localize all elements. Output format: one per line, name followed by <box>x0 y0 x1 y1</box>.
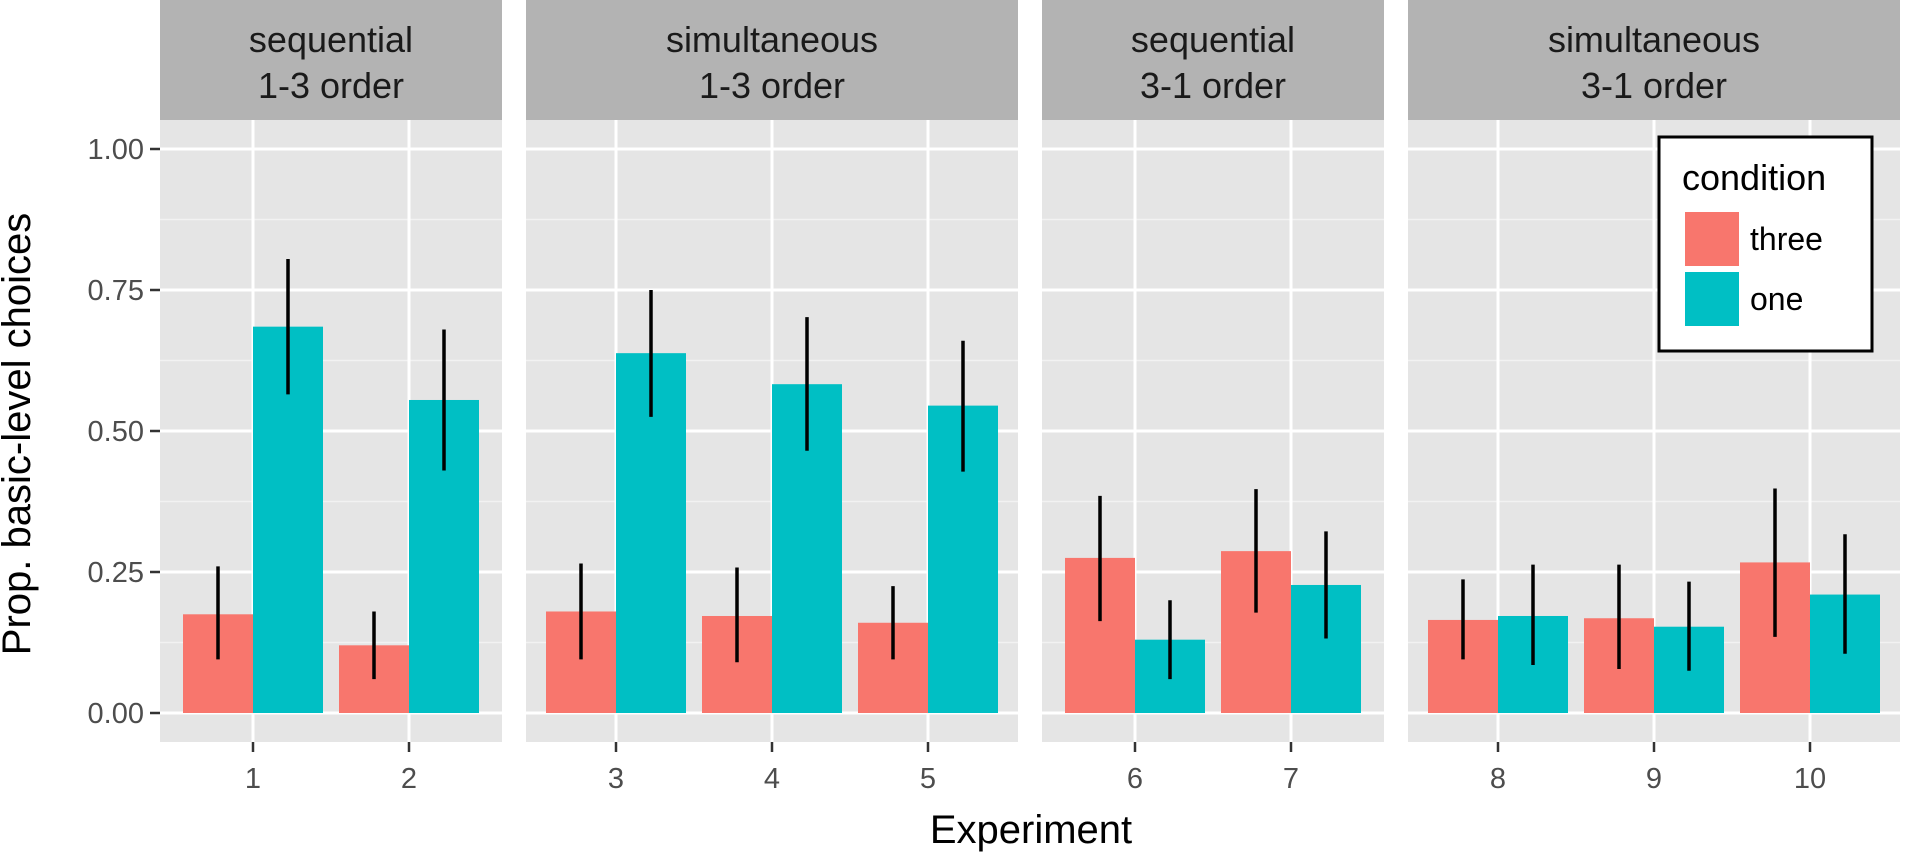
facet-panel-2: simultaneous 1-3 order 3 4 5 <box>526 0 1018 795</box>
legend-key-one <box>1685 272 1739 326</box>
x-tick-label: 5 <box>920 763 936 795</box>
facet-strip <box>1408 0 1900 120</box>
facet-strip-title-line2: 1-3 order <box>699 65 845 106</box>
x-tick-label: 1 <box>245 763 261 795</box>
y-tick-label: 1.00 <box>88 134 144 166</box>
facet-panel-3: sequential 3-1 order 6 7 <box>1042 0 1384 795</box>
facet-strip-title-line2: 1-3 order <box>258 65 404 106</box>
facet-strip-title-line1: sequential <box>249 19 413 60</box>
legend-label-one: one <box>1750 281 1803 317</box>
y-axis-title: Prop. basic-level choices <box>0 213 39 655</box>
facet-strip <box>1042 0 1384 120</box>
facet-strip-title-line1: simultaneous <box>1548 19 1760 60</box>
y-axis: 0.00 0.25 0.50 0.75 1.00 <box>88 134 160 730</box>
legend: condition three one <box>1657 135 1874 353</box>
facet-strip-title-line2: 3-1 order <box>1140 65 1286 106</box>
x-axis-title: Experiment <box>930 808 1132 852</box>
facet-panel-4: simultaneous 3-1 order 8 9 10 <box>1408 0 1900 795</box>
x-tick-label: 9 <box>1646 763 1662 795</box>
y-tick-label: 0.00 <box>88 698 144 730</box>
y-tick-label: 0.25 <box>88 557 144 589</box>
y-tick-label: 0.50 <box>88 416 144 448</box>
facet-strip <box>160 0 502 120</box>
legend-key-three <box>1685 212 1739 266</box>
facet-strip-title-line2: 3-1 order <box>1581 65 1727 106</box>
x-tick-label: 10 <box>1794 763 1826 795</box>
legend-label-three: three <box>1750 221 1823 257</box>
y-tick-label: 0.75 <box>88 275 144 307</box>
facet-panel-1: sequential 1-3 order 1 2 <box>160 0 502 795</box>
facet-strip <box>526 0 1018 120</box>
x-tick-label: 2 <box>401 763 417 795</box>
facet-panels: sequential 1-3 order 1 2 simultaneous 1-3 ord… <box>160 0 1900 795</box>
x-tick-label: 7 <box>1283 763 1299 795</box>
x-tick-label: 6 <box>1127 763 1143 795</box>
x-tick-label: 8 <box>1490 763 1506 795</box>
facet-strip-title-line1: sequential <box>1131 19 1295 60</box>
facet-strip-title-line1: simultaneous <box>666 19 878 60</box>
x-tick-label: 4 <box>764 763 780 795</box>
legend-title: condition <box>1682 157 1826 198</box>
x-tick-label: 3 <box>608 763 624 795</box>
